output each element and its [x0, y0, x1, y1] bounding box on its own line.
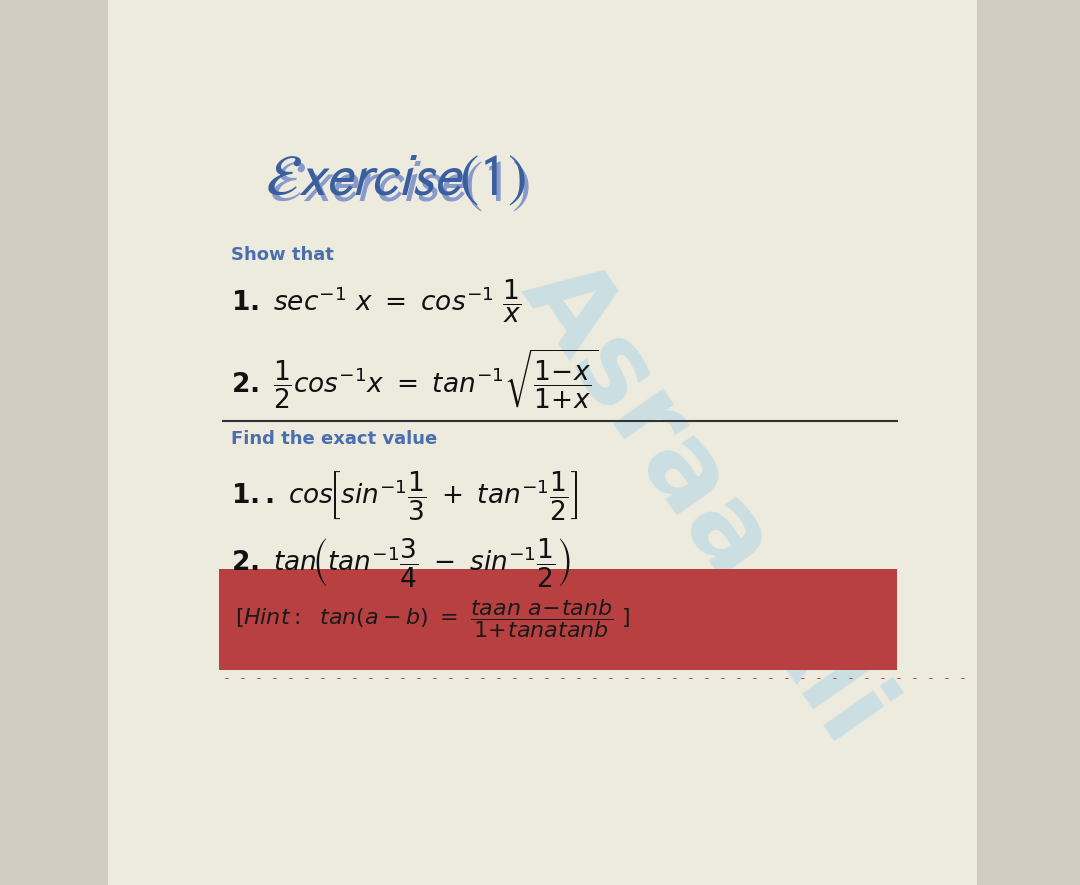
Text: Show that: Show that [231, 246, 334, 264]
Text: $\mathbf{2.\ }\dfrac{1}{2}\mathit{cos}^{-1}x\ =\ \mathit{tan}^{-1}\sqrt{\dfrac{1: $\mathbf{2.\ }\dfrac{1}{2}\mathit{cos}^{… [231, 348, 598, 412]
Text: Find the exact value: Find the exact value [231, 430, 437, 448]
Text: $\mathcal{Exercise(1)}$: $\mathcal{Exercise(1)}$ [269, 156, 530, 213]
Text: $\mathbf{1.\ }$$\mathit{sec}^{-1}\ \mathit{x}\ =\ \mathit{cos}^{-1}\ \dfrac{1}{x: $\mathbf{1.\ }$$\mathit{sec}^{-1}\ \math… [231, 278, 522, 325]
FancyBboxPatch shape [218, 569, 896, 670]
Text: $\mathcal{Exercise(1)}$: $\mathcal{Exercise(1)}$ [265, 150, 526, 207]
Text: $\mathbf{1..}\ \mathit{cos}\!\left[\mathit{sin}^{-1}\dfrac{1}{3}\ +\ \mathit{tan: $\mathbf{1..}\ \mathit{cos}\!\left[\math… [231, 469, 579, 522]
Text: Asraa Ali: Asraa Ali [500, 242, 908, 761]
Text: $\mathit{[Hint:\ \ tan(a - b)\ =\ \dfrac{taan\ a\!-\!tanb}{1\!+\!tanatanb}\ ]}$: $\mathit{[Hint:\ \ tan(a - b)\ =\ \dfrac… [235, 597, 631, 640]
Text: - - - - - - - - - - - - - - - - - - - - - - - - - - - - - - - - - - - - - - - - : - - - - - - - - - - - - - - - - - - - - … [222, 672, 1080, 685]
Text: $\mathbf{2.}\ \mathit{tan}\!\left(\mathit{tan}^{-1}\dfrac{3}{4}\ -\ \mathit{sin}: $\mathbf{2.}\ \mathit{tan}\!\left(\mathi… [231, 535, 571, 589]
